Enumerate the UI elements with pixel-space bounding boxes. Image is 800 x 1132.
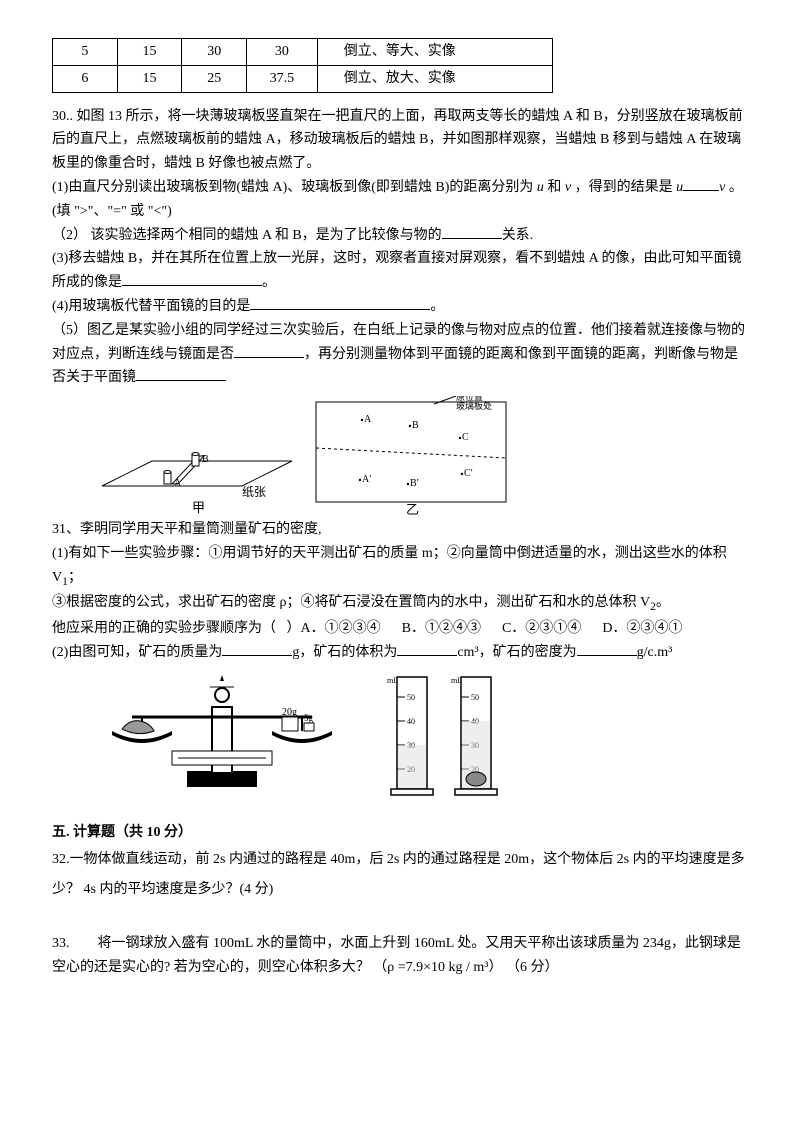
text: 。 — [262, 275, 276, 290]
svg-text:甲: 甲 — [192, 500, 205, 515]
blank — [122, 285, 262, 286]
q32: 32.一物体做直线运动，前 2s 内通过的路程是 40m，后 2s 内的通过路程… — [52, 845, 748, 904]
text: 。 — [430, 299, 444, 314]
q30-part2: （2） 该实验选择两个相同的蜡烛 A 和 B，是为了比较像与物的 关系. — [52, 224, 748, 248]
text: g/c.m³ — [637, 645, 673, 660]
q30-part4: (4)用玻璃板代替平面镜的目的是 。 — [52, 295, 748, 319]
var-v: v — [565, 180, 571, 195]
choice-c: C．②③①④ — [502, 621, 581, 636]
cell: 6 — [53, 65, 118, 92]
svg-text:玻璃板处: 玻璃板处 — [456, 400, 492, 411]
q31-p3: ③根据密度的公式，求出矿石的密度 ρ；④将矿石浸没在置筒内的水中，测出矿石和水的… — [52, 591, 748, 617]
cell: 37.5 — [247, 65, 318, 92]
blank — [442, 238, 502, 239]
text: 。 — [656, 595, 670, 610]
table-row: 5 15 30 30 倒立、等大、实像 — [53, 39, 553, 66]
svg-text:50: 50 — [471, 693, 479, 702]
choice-a: ）A．①②③④ — [287, 621, 381, 636]
text: 关系. — [502, 228, 534, 243]
blank — [683, 190, 719, 191]
figure-jia-icon: A B 纸张 甲 — [92, 396, 302, 516]
svg-text:B: B — [412, 420, 419, 431]
text: （2） 该实验选择两个相同的蜡烛 A 和 B，是为了比较像与物的 — [52, 228, 442, 243]
blank — [234, 357, 304, 358]
q33: 33. 将一钢球放入盛有 100mL 水的量筒中，水面上升到 160mL 处。又… — [52, 932, 748, 980]
q30-part5: （5）图乙是某实验小组的同学经过三次实验后，在白纸上记录的像与物对应点的位置．他… — [52, 319, 748, 390]
section-5-heading: 五. 计算题（共 10 分） — [52, 821, 748, 845]
var-u: u — [537, 180, 544, 195]
svg-text:40: 40 — [407, 717, 415, 726]
text: 他应采用的正确的实验步骤顺序为（ — [52, 621, 276, 636]
q31-p1: (1)有如下一些实验步骤：①用调节好的天平测出矿石的质量 m；②向量筒中倒进适量… — [52, 542, 748, 591]
svg-text:mL: mL — [387, 676, 398, 685]
q31-figures: 20g 5g mL 50 40 30 20 mL 50 40 30 20 — [82, 671, 748, 810]
text: ③根据密度的公式，求出矿石的密度 ρ；④将矿石浸没在置筒内的水中，测出矿石和水的… — [52, 595, 650, 610]
text: (2)由图可知，矿石的质量为 — [52, 645, 222, 660]
balance-icon: 20g 5g — [82, 671, 362, 801]
q30-text: 如图 13 所示，将一块薄玻璃板竖直架在一把直尺的上面，再取两支等长的蜡烛 A … — [52, 109, 743, 172]
svg-text:C: C — [462, 432, 469, 443]
svg-text:纸张: 纸张 — [242, 485, 266, 499]
text: g，矿石的体积为 — [292, 645, 397, 660]
choice-b: B．①②④③ — [402, 621, 481, 636]
svg-text:5g: 5g — [304, 713, 314, 723]
spacer — [52, 904, 748, 932]
svg-text:A: A — [174, 478, 182, 489]
svg-text:B′: B′ — [410, 478, 419, 489]
q30-num: 30.. — [52, 109, 73, 124]
q31-choices: 他应采用的正确的实验步骤顺序为（ ）A．①②③④ B．①②④③ C．②③①④ D… — [52, 617, 748, 641]
cell: 倒立、等大、实像 — [317, 39, 552, 66]
text: 和 — [547, 180, 561, 195]
cell: 倒立、放大、实像 — [317, 65, 552, 92]
svg-text:50: 50 — [407, 693, 415, 702]
blank — [136, 380, 226, 381]
svg-text:乙: 乙 — [406, 502, 419, 516]
blank — [222, 655, 292, 656]
blank — [397, 655, 457, 656]
cell: 15 — [117, 65, 182, 92]
svg-text:C′: C′ — [464, 468, 473, 479]
q30-part1: (1)由直尺分别读出玻璃板到物(蜡烛 A)、玻璃板到像(即到蜡烛 B)的距离分别… — [52, 176, 748, 224]
svg-text:A: A — [364, 414, 372, 425]
q30-intro: 30.. 如图 13 所示，将一块薄玻璃板竖直架在一把直尺的上面，再取两支等长的… — [52, 105, 748, 176]
cell: 5 — [53, 39, 118, 66]
text: ； — [68, 570, 82, 585]
text: (1)由直尺分别读出玻璃板到物(蜡烛 A)、玻璃板到像(即到蜡烛 B)的距离分别… — [52, 180, 533, 195]
q30-part3: (3)移去蜡烛 B，并在其所在位置上放一光屏，这时，观察者直接对屏观察，看不到蜡… — [52, 247, 748, 295]
blank — [577, 655, 637, 656]
svg-text:mL: mL — [451, 676, 462, 685]
q31-p2: (2)由图可知，矿石的质量为 g，矿石的体积为 cm³，矿石的密度为 g/c.m³ — [52, 641, 748, 665]
cell: 30 — [247, 39, 318, 66]
blank — [250, 309, 430, 310]
var-u2: u — [676, 180, 683, 195]
svg-text:20g: 20g — [282, 707, 297, 718]
text: ，得到的结果是 — [575, 180, 673, 195]
figure-yi-icon: A B C A′ B′ C′ 原位置 玻璃板处 乙 — [306, 396, 526, 516]
choice-d: D．②③④① — [602, 621, 682, 636]
q31-intro: 31、李明同学用天平和量筒测量矿石的密度, — [52, 518, 748, 542]
text: (1)有如下一些实验步骤：①用调节好的天平测出矿石的质量 m；②向量筒中倒进适量… — [52, 546, 727, 585]
text: (4)用玻璃板代替平面镜的目的是 — [52, 299, 250, 314]
q30-figures: A B 纸张 甲 A B C A′ B′ C′ 原位置 玻璃板处 乙 — [92, 396, 748, 516]
table-row: 6 15 25 37.5 倒立、放大、实像 — [53, 65, 553, 92]
var-v2: v — [719, 180, 725, 195]
cell: 25 — [182, 65, 247, 92]
svg-text:A′: A′ — [362, 474, 371, 485]
cylinder-1-icon: mL 50 40 30 20 — [383, 671, 443, 801]
cell: 30 — [182, 39, 247, 66]
cylinder-2-icon: mL 50 40 30 20 — [447, 671, 507, 801]
cell: 15 — [117, 39, 182, 66]
svg-text:B: B — [202, 454, 209, 465]
text: cm³，矿石的密度为 — [457, 645, 576, 660]
data-table: 5 15 30 30 倒立、等大、实像 6 15 25 37.5 倒立、放大、实… — [52, 38, 553, 93]
